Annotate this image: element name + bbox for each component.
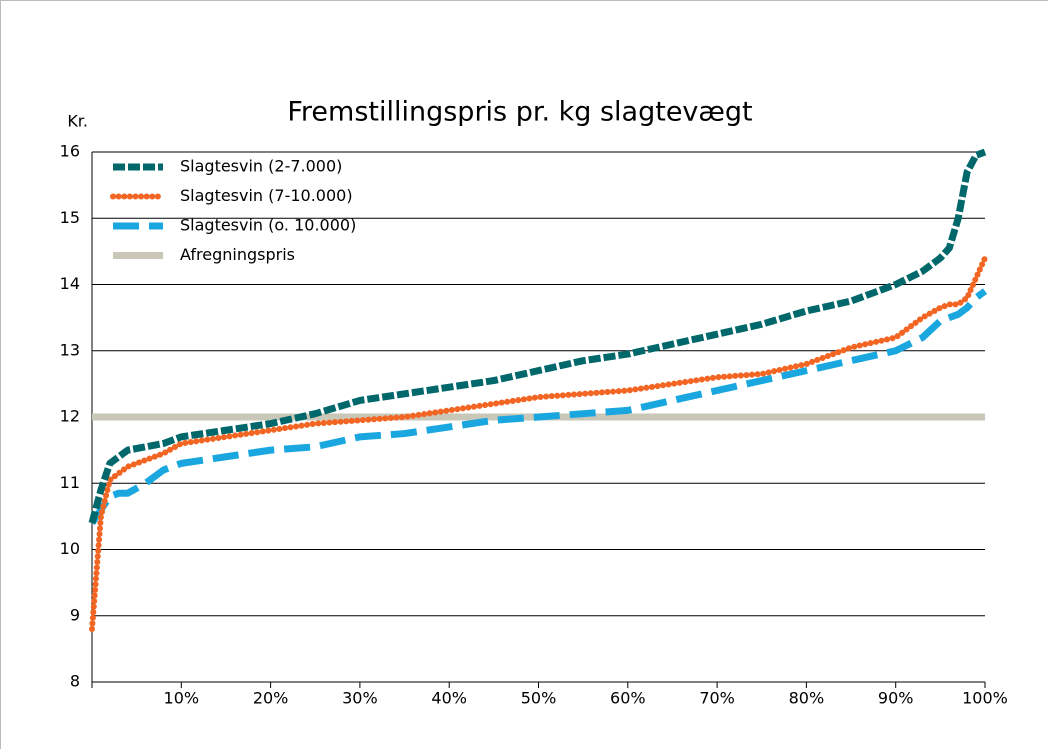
x-tick-label: 80% xyxy=(789,689,825,708)
series-line xyxy=(89,255,988,632)
y-tick-label: 16 xyxy=(60,142,80,161)
x-tick-label: 50% xyxy=(521,689,557,708)
y-axis-label: Kr. xyxy=(67,112,88,131)
y-tick-label: 8 xyxy=(70,672,80,691)
x-tick-label: 60% xyxy=(610,689,646,708)
legend-label: Afregningspris xyxy=(180,245,295,264)
x-tick-label: 30% xyxy=(342,689,378,708)
x-tick-label: 100% xyxy=(962,689,1008,708)
series-line xyxy=(89,288,988,525)
x-tick-label: 90% xyxy=(878,689,914,708)
series-line xyxy=(88,148,987,524)
y-tick-label: 9 xyxy=(70,605,80,624)
legend-label: Slagtesvin (7-10.000) xyxy=(180,186,353,205)
y-tick-label: 12 xyxy=(60,407,80,426)
x-tick-label: 40% xyxy=(431,689,467,708)
y-tick-label: 14 xyxy=(60,274,80,293)
x-tick-label: 70% xyxy=(699,689,735,708)
y-tick-label: 11 xyxy=(60,473,80,492)
x-tick-label: 10% xyxy=(164,689,200,708)
legend-label: Slagtesvin (2-7.000) xyxy=(180,157,342,176)
legend-label: Slagtesvin (o. 10.000) xyxy=(180,216,356,235)
x-tick-label: 20% xyxy=(253,689,289,708)
y-tick-label: 13 xyxy=(60,340,80,359)
y-tick-label: 15 xyxy=(60,208,80,227)
chart-title: Fremstillingspris pr. kg slagtevægt xyxy=(287,97,752,128)
y-tick-label: 10 xyxy=(60,539,80,558)
